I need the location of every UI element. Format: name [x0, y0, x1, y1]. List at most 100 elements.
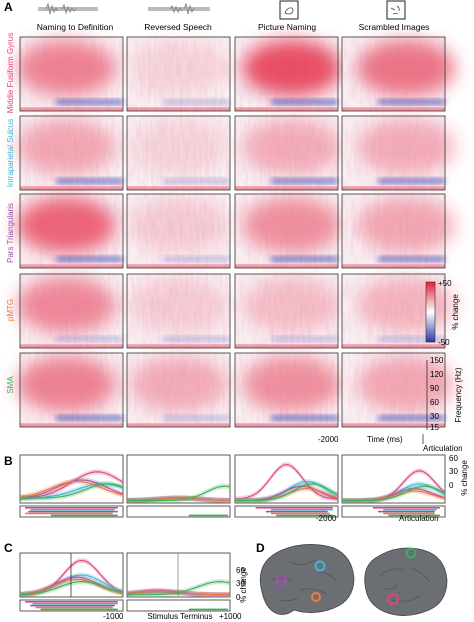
spectrogram-cell	[234, 36, 342, 112]
roi-marker-pink	[387, 593, 399, 605]
significance-bar	[271, 512, 330, 515]
condition-header-1: Naming to Definition	[37, 22, 114, 32]
brain-right-medial	[364, 547, 448, 616]
significance-bar	[25, 507, 118, 509]
significance-bar	[30, 604, 115, 607]
time-axis-start-label: -2000	[318, 435, 339, 444]
series-band	[342, 468, 445, 504]
waveform-icon-reversed	[148, 2, 210, 15]
region-label-1: Middle Fusiform Gyrus	[6, 33, 15, 113]
series-band	[127, 495, 230, 503]
significance-bars	[341, 505, 446, 518]
significance-bar	[388, 514, 440, 517]
spectrogram-cell	[234, 352, 342, 428]
series-line	[234, 464, 339, 500]
panel-letter-d: D	[256, 541, 265, 555]
time-axis-end-label: Articulation	[423, 444, 463, 453]
series-line	[19, 471, 124, 499]
panel-c-y-label: % change	[239, 567, 248, 603]
significance-bar	[383, 512, 435, 515]
spectrogram-cell	[234, 115, 342, 191]
region-label-5: SMA	[6, 376, 15, 394]
series-line	[19, 480, 124, 498]
series-band	[20, 579, 123, 598]
series-line	[127, 485, 231, 502]
timecourse-plot	[126, 552, 231, 598]
spectrogram-cell	[16, 193, 124, 269]
series-band	[342, 483, 445, 504]
significance-bar	[255, 507, 333, 509]
panel-letter-a: A	[4, 0, 13, 14]
significance-bar	[188, 608, 228, 611]
spectrogram-cell	[126, 352, 231, 428]
series-line	[19, 578, 124, 595]
frequency-axis-label: Frequency (Hz)	[454, 367, 463, 422]
frequency-tick-15: 15	[430, 423, 439, 432]
spectrogram-cell	[234, 193, 342, 269]
panel-b-ytick-0: 0	[449, 481, 454, 490]
significance-bars	[19, 505, 124, 518]
significance-bar	[383, 508, 437, 511]
panel-letter-c: C	[4, 541, 13, 555]
spectrogram-grid	[16, 36, 456, 428]
significance-bar	[378, 510, 435, 513]
timecourse-plot	[234, 454, 339, 504]
significance-bar	[276, 514, 333, 517]
significance-bars	[19, 599, 124, 612]
picture-icon	[279, 0, 299, 20]
spectrogram-cell	[234, 273, 342, 349]
significance-bar	[188, 514, 228, 517]
roi-marker-purple	[275, 575, 287, 587]
panel-c-ytick-60: 60	[236, 566, 245, 575]
frequency-tick-60: 60	[430, 398, 439, 407]
significance-bars	[234, 505, 339, 518]
colorbar-max-label: +50	[438, 279, 452, 288]
series-band	[127, 483, 230, 504]
panel-b-start-label: -2000	[316, 514, 337, 523]
frequency-tick-90: 90	[430, 384, 439, 393]
significance-bar	[35, 606, 113, 609]
series-band	[127, 495, 230, 503]
series-band	[235, 462, 338, 502]
spectrogram-cell	[126, 273, 231, 349]
roi-marker-green	[405, 547, 417, 559]
significance-bar	[30, 508, 115, 511]
significance-bar	[32, 602, 118, 605]
series-line	[20, 483, 124, 499]
spectrogram-cell	[126, 36, 231, 112]
spectrogram-cell	[16, 273, 124, 349]
significance-bars	[126, 599, 231, 612]
panel-b-ytick-60: 60	[449, 454, 458, 463]
spectrogram-cell	[126, 193, 231, 269]
scrambled-picture-icon	[386, 0, 406, 20]
series-line	[126, 497, 231, 502]
region-label-4: pMTG	[6, 299, 15, 321]
significance-bar	[25, 601, 118, 603]
panel-c-center-label: Stimulus Terminus	[147, 612, 212, 621]
frequency-tick-150: 150	[430, 356, 444, 365]
spectrogram-cell	[341, 36, 456, 112]
waveform-icon-definition	[38, 2, 98, 15]
panel-c-timecourses	[19, 552, 231, 612]
panel-b-ytick-30: 30	[449, 467, 458, 476]
roi-marker-blue	[314, 560, 326, 572]
panel-b-timecourses	[19, 454, 446, 518]
panel-c-start-label: -1000	[103, 612, 124, 621]
series-band	[20, 481, 123, 501]
panel-c-end-label: +1000	[219, 612, 242, 621]
spectrogram-cell	[16, 36, 124, 112]
spectrogram-cell	[341, 352, 456, 428]
timecourse-plot	[126, 454, 231, 504]
series-band	[20, 572, 123, 597]
series-line	[127, 581, 231, 596]
series-band	[127, 579, 230, 598]
condition-header-4: Scrambled Images	[359, 22, 430, 32]
spectrogram-cell	[16, 352, 124, 428]
condition-header-2: Reversed Speech	[144, 22, 212, 32]
colorbar-min-label: -50	[438, 338, 450, 347]
panel-letter-b: B	[4, 454, 13, 468]
panel-c-ytick-0: 0	[236, 593, 241, 602]
significance-bars	[126, 505, 231, 518]
condition-header-3: Picture Naming	[258, 22, 316, 32]
